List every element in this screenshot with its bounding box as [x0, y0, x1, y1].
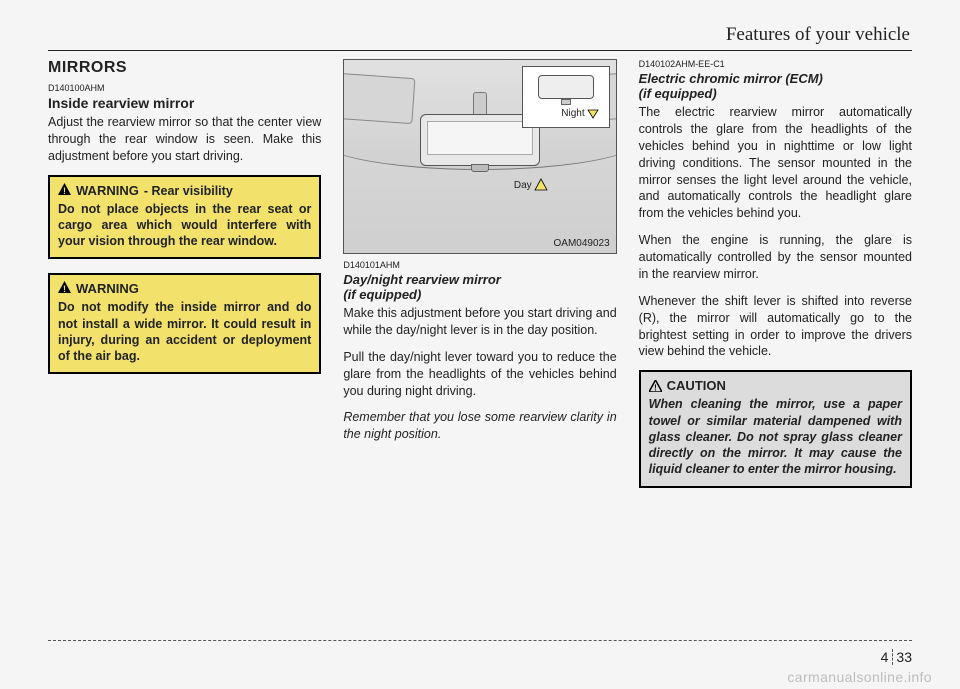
- warning-heading: ! WARNING - Rear visibility: [58, 183, 311, 198]
- caution-label: CAUTION: [667, 378, 726, 393]
- fig-inset-mirror: [538, 75, 594, 99]
- fig-visor-left: [343, 70, 415, 124]
- figure-code: OAM049023: [554, 238, 610, 249]
- warning-label: WARNING: [76, 281, 139, 296]
- warning-heading: ! WARNING: [58, 281, 311, 296]
- warning-triangle-icon: !: [58, 183, 71, 195]
- caution-box: ! CAUTION When cleaning the mirror, use …: [639, 370, 912, 487]
- caution-triangle-icon: !: [649, 380, 662, 392]
- body-text: Whenever the shift lever is shifted into…: [639, 293, 912, 361]
- footer-rule: [48, 640, 912, 641]
- subheading-italic: Day/night rearview mirror (if equipped): [343, 272, 616, 302]
- watermark-text: carmanualsonline.info: [787, 669, 932, 685]
- warning-body: Do not modify the inside mirror and do n…: [58, 299, 311, 364]
- header-rule: [48, 50, 912, 51]
- fig-inset: Night: [522, 66, 610, 128]
- body-text: Adjust the rearview mirror so that the c…: [48, 114, 321, 165]
- column-1: MIRRORS D140100AHM Inside rearview mirro…: [48, 59, 321, 488]
- caution-heading: ! CAUTION: [649, 378, 902, 393]
- doc-code: D140100AHM: [48, 83, 321, 93]
- body-text-italic: Remember that you lose some rearview cla…: [343, 409, 616, 443]
- warning-box-modify: ! WARNING Do not modify the inside mirro…: [48, 273, 321, 374]
- callout-day-label: Day: [514, 180, 532, 191]
- warning-suffix: - Rear visibility: [144, 184, 233, 198]
- subheading-line2: (if equipped): [639, 86, 717, 101]
- content-columns: MIRRORS D140100AHM Inside rearview mirro…: [48, 59, 912, 488]
- section-title: MIRRORS: [48, 59, 321, 77]
- chapter-number: 4: [881, 649, 894, 665]
- subheading-italic: Electric chromic mirror (ECM) (if equipp…: [639, 71, 912, 101]
- manual-page: Features of your vehicle MIRRORS D140100…: [0, 0, 960, 689]
- fig-inset-tab: [561, 99, 571, 105]
- column-3: D140102AHM-EE-C1 Electric chromic mirror…: [639, 59, 912, 488]
- subheading-line2: (if equipped): [343, 287, 421, 302]
- body-text: Make this adjustment before you start dr…: [343, 305, 616, 339]
- mirror-figure: Night Day OAM049023: [343, 59, 616, 254]
- fig-lever-tab: [471, 164, 489, 172]
- svg-text:!: !: [63, 186, 66, 195]
- doc-code: D140101AHM: [343, 260, 616, 270]
- column-2: Night Day OAM049023 D140101AHM Day/night: [343, 59, 616, 488]
- warning-body: Do not place objects in the rear seat or…: [58, 201, 311, 250]
- subheading-line1: Electric chromic mirror (ECM): [639, 71, 823, 86]
- callout-night: Night: [561, 107, 598, 119]
- subheading-line1: Day/night rearview mirror: [343, 272, 501, 287]
- callout-day: Day: [514, 178, 548, 192]
- svg-text:!: !: [63, 284, 66, 293]
- doc-code: D140102AHM-EE-C1: [639, 59, 912, 69]
- warning-triangle-icon: !: [58, 281, 71, 293]
- arrow-up-icon: [534, 178, 548, 192]
- callout-night-label: Night: [561, 108, 584, 119]
- body-text: The electric rearview mirror automatical…: [639, 104, 912, 222]
- warning-label: WARNING: [76, 183, 139, 198]
- page-in-chapter: 33: [896, 649, 912, 665]
- warning-box-rear-visibility: ! WARNING - Rear visibility Do not place…: [48, 175, 321, 260]
- body-text: Pull the day/night lever toward you to r…: [343, 349, 616, 400]
- section-header: Features of your vehicle: [48, 24, 912, 46]
- page-number: 433: [881, 649, 912, 665]
- caution-body: When cleaning the mirror, use a paper to…: [649, 396, 902, 477]
- svg-text:!: !: [654, 383, 657, 392]
- subheading: Inside rearview mirror: [48, 95, 321, 111]
- body-text: When the engine is running, the glare is…: [639, 232, 912, 283]
- arrow-down-icon: [587, 107, 599, 119]
